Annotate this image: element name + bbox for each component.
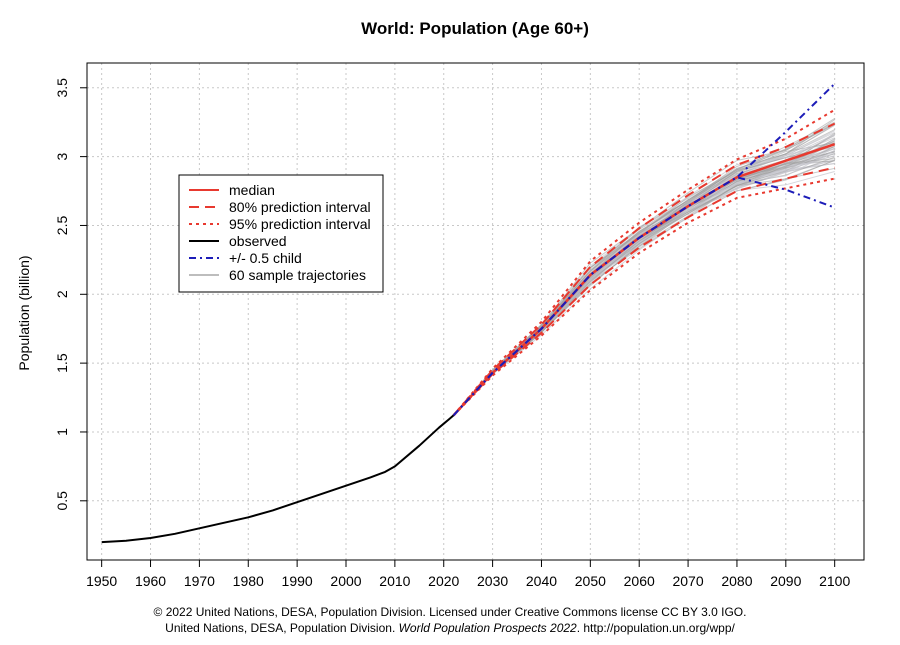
copyright-line: © 2022 United Nations, DESA, Population … <box>0 605 900 620</box>
sample-trajectory-line <box>453 159 835 416</box>
sample-trajectory-line <box>453 142 835 416</box>
x-tick-label: 2060 <box>624 573 655 589</box>
legend-label: median <box>229 182 275 198</box>
sample-trajectory-line <box>453 155 835 416</box>
citation-suffix: . http://population.un.org/wpp/ <box>576 621 735 635</box>
median-line <box>452 143 836 417</box>
chart-title: World: Population (Age 60+) <box>361 19 589 38</box>
y-tick-label: 1.5 <box>54 353 70 373</box>
citation-publication: World Population Prospects 2022 <box>398 621 577 635</box>
95-prediction-interval-lower-line <box>452 177 835 417</box>
y-tick-label: 2.5 <box>54 216 70 236</box>
x-tick-label: 1950 <box>86 573 117 589</box>
x-tick-label: 2050 <box>575 573 606 589</box>
y-tick-label: 2 <box>54 290 70 298</box>
grid <box>87 63 864 560</box>
sample-trajectory-line <box>453 140 835 416</box>
sample-trajectory-line <box>453 150 835 416</box>
y-tick-label: 3 <box>54 153 70 161</box>
0-5-child-lower-line <box>452 176 836 417</box>
x-tick-label: 1980 <box>233 573 264 589</box>
x-tick-label: 2070 <box>672 573 703 589</box>
80-prediction-interval-lower-line <box>452 166 835 417</box>
x-tick-label: 2010 <box>379 573 410 589</box>
citation-prefix: United Nations, DESA, Population Divisio… <box>165 621 399 635</box>
sample-trajectory-line <box>453 148 835 416</box>
y-tick-label: 0.5 <box>54 491 70 511</box>
sample-trajectory-line <box>453 152 835 416</box>
citation-line: United Nations, DESA, Population Divisio… <box>0 621 900 636</box>
y-tick-label: 3.5 <box>54 78 70 98</box>
x-tick-label: 2080 <box>721 573 752 589</box>
sample-trajectory-line <box>453 143 835 416</box>
95-prediction-interval-upper-line <box>452 108 836 417</box>
sample-trajectory-line <box>453 159 835 416</box>
sample-trajectory-line <box>453 153 835 416</box>
sample-trajectory-line <box>453 142 835 416</box>
sample-trajectory-line <box>453 171 835 416</box>
legend-label: 80% prediction interval <box>229 199 371 215</box>
sample-trajectory-line <box>453 156 835 416</box>
sample-trajectory-line <box>453 153 835 416</box>
sample-trajectory-line <box>453 142 835 416</box>
series-lines <box>101 82 836 544</box>
x-tick-label: 2040 <box>526 573 557 589</box>
y-tick-label: 1 <box>54 428 70 436</box>
sample-trajectory-line <box>453 159 835 416</box>
legend-label: 95% prediction interval <box>229 216 371 232</box>
sample-trajectory-line <box>453 137 835 416</box>
sample-trajectory-line <box>453 160 835 416</box>
y-axis: 0.5 1 1.5 2 2.5 3 3.5 <box>54 78 87 511</box>
sample-trajectory-line <box>453 167 835 416</box>
x-tick-label: 1990 <box>282 573 313 589</box>
x-tick-label: 2020 <box>428 573 459 589</box>
sample-trajectory-line <box>453 158 835 416</box>
legend-label: observed <box>229 233 287 249</box>
copyright-text: © 2022 United Nations, DESA, Population … <box>153 605 747 619</box>
x-tick-label: 2000 <box>330 573 361 589</box>
x-tick-label: 1970 <box>184 573 215 589</box>
sample-trajectory-line <box>453 142 835 416</box>
sample-trajectory-line <box>453 151 835 416</box>
plot-frame <box>86 62 865 561</box>
legend-box <box>178 174 384 293</box>
sample-trajectory-line <box>453 163 835 416</box>
sample-trajectory-line <box>453 145 835 416</box>
x-axis: 1950 1960 1970 1980 1990 2000 2010 2020 2030 2040… <box>86 560 850 589</box>
legend-label: +/- 0.5 child <box>229 250 302 266</box>
sample-trajectory-line <box>453 148 835 416</box>
sample-trajectory-line <box>453 160 835 416</box>
x-tick-label: 2030 <box>477 573 508 589</box>
x-tick-label: 2100 <box>819 573 850 589</box>
80-prediction-interval-upper-line <box>452 122 836 417</box>
observed-line <box>101 414 455 544</box>
sample-trajectory-line <box>453 162 835 416</box>
sample-trajectory-line <box>453 151 835 416</box>
legend-label: 60 sample trajectories <box>229 267 366 283</box>
sample-trajectory-line <box>453 159 835 416</box>
y-axis-label: Population (billion) <box>16 255 32 370</box>
x-tick-label: 1960 <box>135 573 166 589</box>
x-tick-label: 2090 <box>770 573 801 589</box>
sample-trajectory-line <box>453 155 835 416</box>
sample-trajectory-line <box>453 135 835 416</box>
